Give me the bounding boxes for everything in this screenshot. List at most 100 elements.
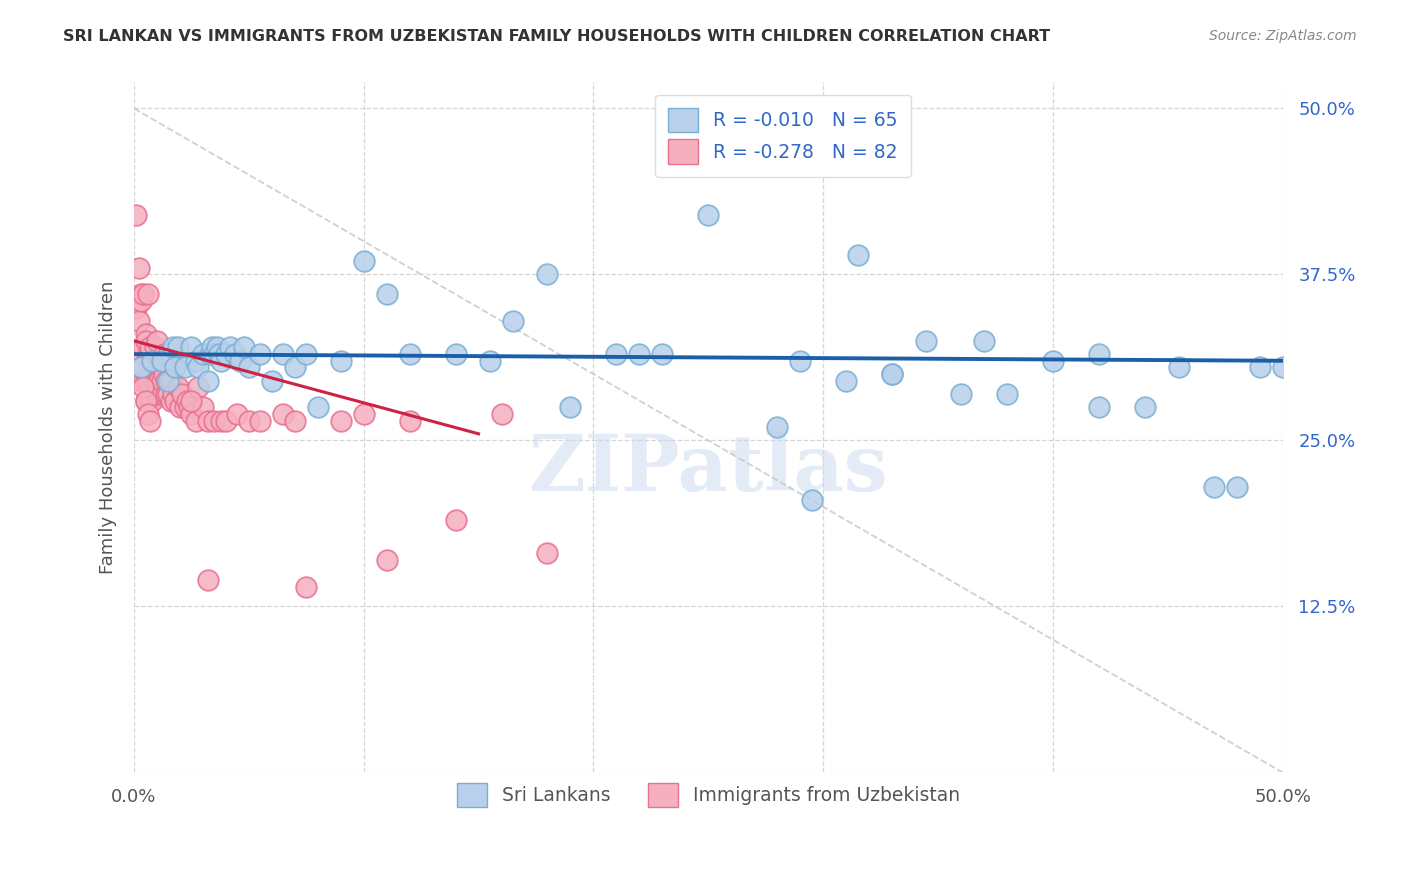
Point: [141, 380, 163, 394]
Point: [169, 401, 191, 415]
Text: ZIPatlas: ZIPatlas: [529, 431, 889, 507]
Point: [198, 347, 221, 361]
Point: [197, 413, 219, 427]
Point: [949, 387, 972, 401]
Point: [260, 374, 283, 388]
Point: [204, 347, 226, 361]
Point: [187, 360, 209, 375]
Point: [205, 341, 228, 355]
Point: [398, 347, 420, 361]
Point: [136, 287, 159, 301]
Point: [880, 367, 903, 381]
Point: [162, 387, 184, 401]
Point: [129, 287, 152, 301]
Point: [444, 513, 467, 527]
Point: [166, 380, 188, 394]
Point: [1133, 401, 1156, 415]
Point: [375, 287, 398, 301]
Point: [224, 347, 246, 361]
Point: [139, 347, 162, 361]
Point: [329, 353, 352, 368]
Point: [201, 341, 224, 355]
Point: [789, 353, 811, 368]
Point: [209, 353, 232, 368]
Point: [143, 374, 166, 388]
Point: [398, 413, 420, 427]
Point: [143, 367, 166, 381]
Point: [180, 407, 202, 421]
Point: [233, 341, 256, 355]
Point: [284, 413, 307, 427]
Point: [180, 341, 202, 355]
Point: [295, 580, 318, 594]
Point: [139, 393, 162, 408]
Point: [273, 407, 295, 421]
Point: [162, 341, 184, 355]
Point: [720, 141, 742, 155]
Point: [880, 367, 903, 381]
Point: [136, 407, 159, 421]
Point: [132, 374, 155, 388]
Point: [180, 393, 202, 408]
Point: [1249, 360, 1271, 375]
Point: [238, 413, 260, 427]
Point: [215, 347, 238, 361]
Point: [129, 347, 152, 361]
Point: [166, 341, 188, 355]
Point: [191, 401, 214, 415]
Point: [915, 334, 938, 348]
Point: [153, 367, 176, 381]
Point: [238, 360, 260, 375]
Point: [295, 347, 318, 361]
Point: [228, 353, 250, 368]
Point: [153, 347, 176, 361]
Point: [132, 360, 155, 375]
Point: [157, 347, 180, 361]
Point: [165, 393, 187, 408]
Point: [651, 347, 673, 361]
Point: [150, 387, 173, 401]
Point: [502, 314, 524, 328]
Point: [800, 493, 823, 508]
Point: [536, 268, 558, 282]
Point: [134, 327, 156, 342]
Point: [132, 341, 155, 355]
Point: [479, 353, 502, 368]
Point: [536, 546, 558, 560]
Text: SRI LANKAN VS IMMIGRANTS FROM UZBEKISTAN FAMILY HOUSEHOLDS WITH CHILDREN CORRELA: SRI LANKAN VS IMMIGRANTS FROM UZBEKISTAN…: [63, 29, 1050, 44]
Point: [125, 301, 148, 315]
Point: [134, 393, 156, 408]
Point: [1087, 401, 1109, 415]
Point: [353, 254, 375, 268]
Point: [128, 367, 150, 381]
Point: [159, 393, 181, 408]
Point: [159, 374, 181, 388]
Point: [173, 401, 195, 415]
Point: [187, 380, 209, 394]
Point: [155, 374, 177, 388]
Point: [1168, 360, 1191, 375]
Point: [146, 334, 169, 348]
Point: [273, 347, 295, 361]
Point: [628, 347, 651, 361]
Point: [134, 374, 156, 388]
Point: [973, 334, 995, 348]
Point: [173, 360, 195, 375]
Point: [209, 413, 232, 427]
Point: [132, 287, 155, 301]
Point: [132, 380, 155, 394]
Point: [249, 413, 271, 427]
Point: [129, 374, 152, 388]
Point: [835, 374, 858, 388]
Point: [141, 393, 163, 408]
Point: [146, 387, 169, 401]
Point: [128, 314, 150, 328]
Point: [215, 413, 238, 427]
Point: [353, 407, 375, 421]
Point: [1225, 480, 1247, 494]
Point: [165, 360, 187, 375]
Point: [139, 374, 162, 388]
Point: [375, 553, 398, 567]
Point: [226, 407, 249, 421]
Point: [141, 353, 163, 368]
